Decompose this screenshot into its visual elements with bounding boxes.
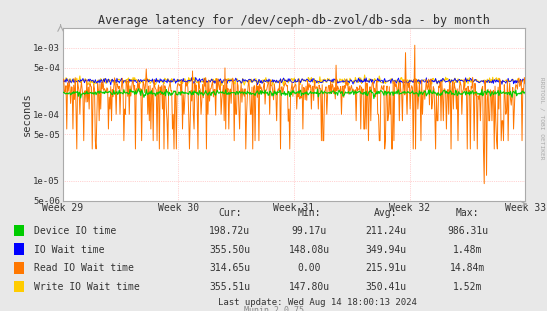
Text: Write IO Wait time: Write IO Wait time: [34, 282, 139, 292]
Text: 1.48m: 1.48m: [453, 245, 482, 255]
Text: IO Wait time: IO Wait time: [34, 245, 104, 255]
Text: 99.17u: 99.17u: [292, 226, 327, 236]
Text: 198.72u: 198.72u: [209, 226, 251, 236]
Y-axis label: seconds: seconds: [22, 92, 32, 136]
Text: Cur:: Cur:: [218, 208, 241, 218]
Text: 147.80u: 147.80u: [288, 282, 330, 292]
Text: Last update: Wed Aug 14 18:00:13 2024: Last update: Wed Aug 14 18:00:13 2024: [218, 298, 417, 307]
Text: 350.41u: 350.41u: [365, 282, 406, 292]
Text: 14.84m: 14.84m: [450, 263, 485, 273]
Text: RRDTOOL / TOBI OETIKER: RRDTOOL / TOBI OETIKER: [539, 77, 544, 160]
Text: 355.51u: 355.51u: [209, 282, 251, 292]
Text: 314.65u: 314.65u: [209, 263, 251, 273]
Text: Min:: Min:: [298, 208, 321, 218]
Text: Read IO Wait time: Read IO Wait time: [34, 263, 134, 273]
Text: 355.50u: 355.50u: [209, 245, 251, 255]
Text: 986.31u: 986.31u: [447, 226, 488, 236]
Text: Munin 2.0.75: Munin 2.0.75: [243, 305, 304, 311]
Title: Average latency for /dev/ceph-db-zvol/db-sda - by month: Average latency for /dev/ceph-db-zvol/db…: [98, 14, 490, 27]
Text: Max:: Max:: [456, 208, 479, 218]
Text: 1.52m: 1.52m: [453, 282, 482, 292]
Text: Device IO time: Device IO time: [34, 226, 116, 236]
Text: 349.94u: 349.94u: [365, 245, 406, 255]
Text: 0.00: 0.00: [298, 263, 321, 273]
Text: 148.08u: 148.08u: [288, 245, 330, 255]
Text: Avg:: Avg:: [374, 208, 397, 218]
Text: 215.91u: 215.91u: [365, 263, 406, 273]
Text: 211.24u: 211.24u: [365, 226, 406, 236]
